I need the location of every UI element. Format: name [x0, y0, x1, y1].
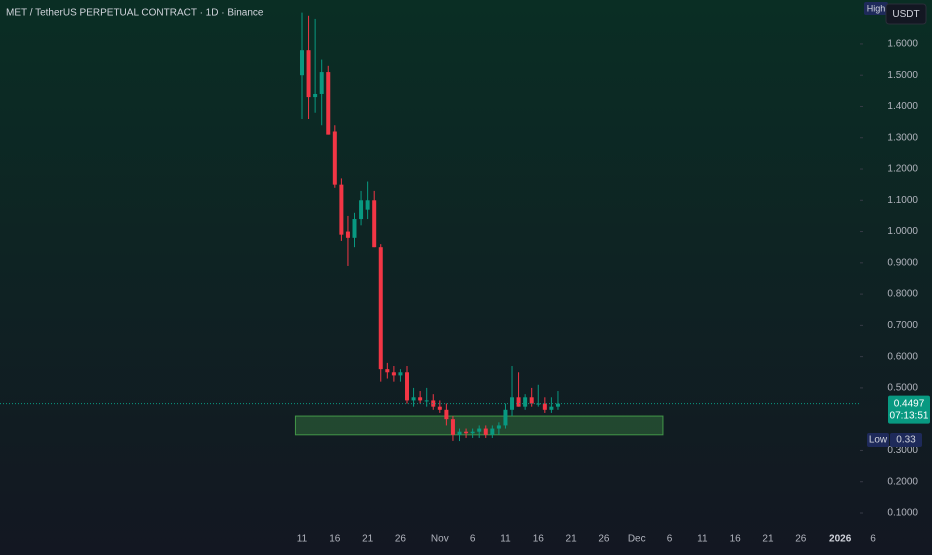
- candle-body: [385, 369, 390, 373]
- candle-body: [490, 428, 495, 435]
- candle-body: [411, 397, 416, 401]
- candle-body: [457, 431, 462, 435]
- candle-body: [542, 403, 547, 410]
- candle-body: [437, 406, 442, 410]
- candle-body: [326, 72, 331, 135]
- candle-body: [536, 403, 541, 405]
- y-tick-label: 1.2000: [887, 164, 918, 175]
- x-tick-label: 6: [667, 534, 673, 545]
- candle-body: [306, 50, 311, 98]
- x-tick-label: 6: [870, 534, 876, 545]
- last-price-box: [888, 395, 930, 424]
- low-marker: Low: [869, 435, 888, 446]
- x-tick-label: 26: [598, 534, 610, 545]
- candle-body: [470, 431, 475, 434]
- candle-body: [352, 219, 357, 238]
- candle-body: [510, 397, 515, 410]
- y-tick-label: 0.1000: [887, 508, 918, 519]
- chart-title: MET / TetherUS PERPETUAL CONTRACT · 1D ·…: [6, 8, 264, 19]
- y-tick-label: 0.8000: [887, 289, 918, 300]
- candle-body: [365, 200, 370, 210]
- y-tick-label: 1.0000: [887, 226, 918, 237]
- candle-body: [313, 93, 318, 98]
- candle-body: [424, 400, 429, 402]
- x-tick-label: 21: [362, 534, 374, 545]
- x-tick-label: 16: [730, 534, 742, 545]
- currency-box[interactable]: [885, 3, 927, 25]
- x-tick-label: 21: [762, 534, 774, 545]
- candle-body: [549, 406, 554, 410]
- high-marker-box: [864, 2, 888, 15]
- candle-body: [477, 428, 482, 432]
- y-tick-label: 0.5000: [887, 383, 918, 394]
- candle-body: [378, 247, 383, 370]
- candle-body: [319, 72, 324, 94]
- candle-body: [359, 200, 364, 220]
- low-price-box: [890, 433, 922, 447]
- candle-body: [450, 419, 455, 435]
- x-tick-label: 11: [297, 534, 308, 545]
- candle-body: [345, 231, 350, 238]
- y-tick-label: 0.9000: [887, 257, 918, 268]
- candle-body: [300, 50, 304, 76]
- x-tick-label: 16: [329, 534, 341, 545]
- candle-body: [372, 200, 377, 248]
- x-tick-label: 2026: [829, 534, 852, 545]
- candle-body: [516, 397, 521, 407]
- x-tick-label: Dec: [628, 534, 646, 545]
- y-tick-label: 1.5000: [887, 70, 918, 81]
- low-marker-box: [867, 433, 889, 447]
- x-tick-label: 16: [533, 534, 545, 545]
- y-tick-label: 1.4000: [887, 101, 918, 112]
- candle-body: [391, 372, 396, 376]
- candle-body: [405, 372, 410, 401]
- candle-body: [464, 431, 469, 434]
- y-tick-label: 0.3000: [887, 445, 918, 456]
- y-tick-label: 0.2000: [887, 476, 918, 487]
- high-marker: High: [867, 3, 886, 13]
- x-tick-label: 6: [470, 534, 476, 545]
- y-tick-label: 0.6000: [887, 351, 918, 362]
- x-tick-label: 26: [795, 534, 807, 545]
- candle-body: [444, 409, 449, 420]
- candle-body: [431, 400, 436, 407]
- x-tick-label: 21: [566, 534, 578, 545]
- last-price-label: 0.4497: [894, 398, 925, 409]
- candle-body: [555, 403, 560, 407]
- y-tick-label: 1.1000: [887, 195, 918, 206]
- x-tick-label: 26: [395, 534, 407, 545]
- candle-body: [523, 397, 528, 407]
- candle-body: [483, 428, 488, 435]
- low-price-label: 0.33: [896, 435, 916, 446]
- candle-body: [496, 425, 501, 429]
- candle-body: [418, 397, 423, 401]
- candle-body: [332, 131, 337, 185]
- y-tick-label: 1.6000: [887, 39, 918, 50]
- y-tick-label: 1.3000: [887, 132, 918, 143]
- countdown: 07:13:51: [890, 410, 929, 421]
- candle-body: [398, 372, 403, 376]
- candle-body: [339, 184, 344, 235]
- candle-body: [503, 409, 508, 426]
- x-tick-label: 11: [697, 534, 708, 545]
- x-tick-label: 11: [500, 534, 511, 545]
- x-tick-label: Nov: [431, 534, 449, 545]
- candle-body: [529, 397, 534, 404]
- y-tick-label: 0.7000: [887, 320, 918, 331]
- currency[interactable]: USDT: [892, 9, 919, 20]
